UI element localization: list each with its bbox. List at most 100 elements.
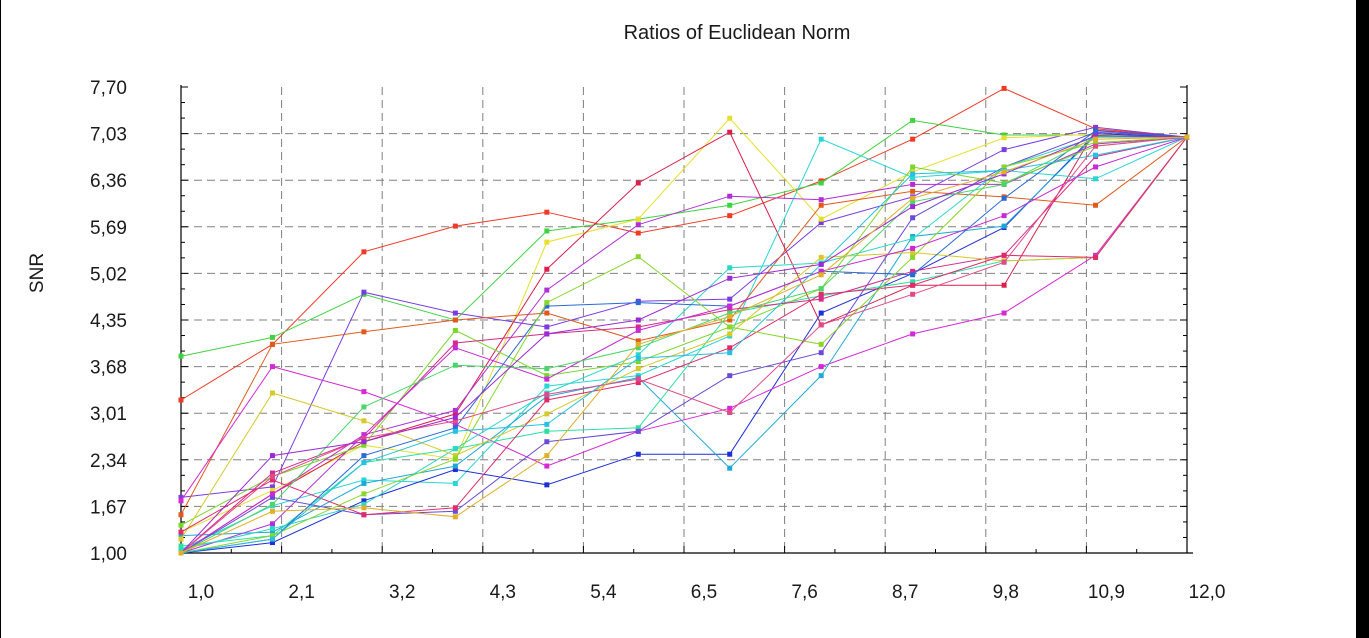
data-point [910, 215, 916, 221]
data-point [178, 494, 184, 500]
data-point [727, 410, 733, 416]
data-point [818, 322, 824, 328]
data-point [178, 529, 184, 535]
data-point [818, 286, 824, 292]
data-point [635, 338, 641, 344]
data-point [1001, 213, 1007, 219]
data-point [635, 324, 641, 330]
data-point [910, 236, 916, 242]
data-point [544, 303, 550, 309]
data-point [727, 265, 733, 271]
data-point [727, 213, 733, 219]
x-tick-label: 12,0 [1189, 582, 1226, 603]
data-point [269, 390, 275, 396]
data-point [910, 171, 916, 177]
data-point [544, 463, 550, 469]
data-point [544, 300, 550, 306]
data-point [269, 508, 275, 514]
data-point [1093, 128, 1099, 134]
data-point [910, 195, 916, 201]
data-point [452, 345, 458, 351]
data-point [818, 296, 824, 302]
data-point [452, 425, 458, 431]
data-point [544, 366, 550, 372]
data-point [544, 453, 550, 459]
data-point [727, 451, 733, 457]
data-point [178, 522, 184, 528]
data-point [727, 350, 733, 356]
data-point [635, 359, 641, 365]
data-point [361, 491, 367, 497]
data-point [910, 117, 916, 123]
data-point [910, 174, 916, 180]
data-point [910, 136, 916, 142]
data-point [1001, 282, 1007, 288]
data-point [544, 428, 550, 434]
data-point [727, 115, 733, 121]
data-point [269, 341, 275, 347]
data-point [269, 477, 275, 483]
data-point [361, 439, 367, 445]
data-point [818, 272, 824, 278]
data-point [727, 465, 733, 471]
data-point [818, 268, 824, 274]
data-point [818, 216, 824, 222]
data-point [269, 470, 275, 476]
data-point [361, 442, 367, 448]
data-point [452, 414, 458, 420]
y-tick-label: 1,67 [90, 497, 127, 518]
data-point [635, 216, 641, 222]
data-point [452, 327, 458, 333]
y-tick-label: 7,70 [90, 78, 127, 99]
data-point [361, 418, 367, 424]
data-point [544, 310, 550, 316]
data-point [1093, 164, 1099, 170]
data-point [1093, 202, 1099, 208]
data-point [635, 230, 641, 236]
data-point [361, 389, 367, 395]
data-point [544, 383, 550, 389]
data-point [361, 432, 367, 438]
data-point [1184, 134, 1190, 140]
data-point [1093, 124, 1099, 130]
series-line [180, 130, 1188, 554]
data-point [635, 352, 641, 358]
data-point [1001, 135, 1007, 141]
data-point [635, 428, 641, 434]
data-point [1001, 195, 1007, 201]
data-point [269, 473, 275, 479]
data-point [910, 204, 916, 210]
data-point [635, 451, 641, 457]
data-point [727, 303, 733, 309]
data-point [727, 317, 733, 323]
series-line [180, 117, 1188, 533]
data-point [544, 209, 550, 215]
data-point [452, 453, 458, 459]
series-line [180, 136, 1188, 554]
data-point [544, 482, 550, 488]
data-point [178, 533, 184, 539]
x-tick-label: 10,9 [1088, 582, 1125, 603]
data-point [544, 331, 550, 337]
x-tick-label: 6,5 [691, 582, 717, 603]
data-point [452, 407, 458, 413]
series-line [180, 136, 1188, 502]
data-point [727, 405, 733, 411]
data-point [178, 536, 184, 542]
data-point [727, 324, 733, 330]
data-point [818, 254, 824, 260]
data-point [452, 340, 458, 346]
data-point [452, 418, 458, 424]
data-point [635, 222, 641, 228]
data-point [452, 310, 458, 316]
y-tick-label: 5,69 [90, 218, 127, 239]
series-line [180, 133, 1188, 554]
series-line [180, 136, 1188, 533]
data-point [544, 397, 550, 403]
data-point [1001, 164, 1007, 170]
data-point [818, 291, 824, 297]
series-line [180, 126, 1188, 498]
chart-title: Ratios of Euclidean Norm [623, 22, 851, 44]
data-point [818, 373, 824, 379]
